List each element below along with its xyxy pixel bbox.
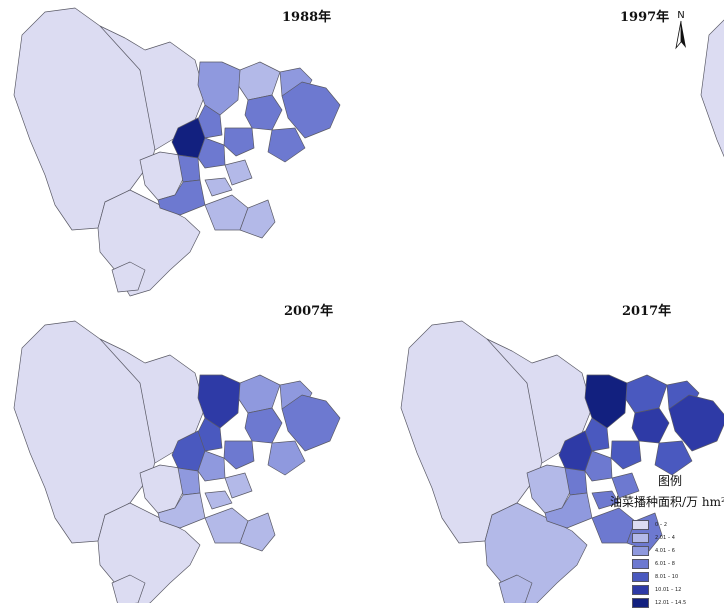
legend-swatch [632,584,649,595]
legend-item: 6.01 – 8 [632,557,720,570]
region-luzhou [239,199,276,239]
legend-swatch [632,532,649,543]
region-ziyang [197,450,226,482]
province-map-1988 [13,7,341,297]
region-panzhihua [111,574,146,603]
legend-item: 2.01 – 4 [632,531,720,544]
north-label: N [677,10,684,21]
legend-item: 4.01 – 6 [632,544,720,557]
north-arrow-icon: N [672,8,690,52]
province-map-2017 [400,320,724,603]
year-label-2017: 2017年 [622,304,672,319]
legend-item: 0 – 2 [632,518,720,531]
map-panel-2017 [362,301,724,603]
region-dazhou [668,394,724,452]
province-map-1997 [700,19,724,158]
legend-subtitle: 油菜播种面积/万 hm² [610,495,724,509]
region-zigong [591,490,620,510]
legend-swatch [632,558,649,569]
region-yaan [526,464,573,514]
legend-swatch [632,571,649,582]
region-panzhihua [498,574,533,603]
legend-label: 10.01 – 12 [655,586,682,593]
region-neijiang [224,159,253,186]
legend-swatch [632,519,649,530]
region-ziyang [584,450,613,482]
region-neijiang [611,472,640,499]
region-ganzi [13,7,161,231]
map-panel-1997 [362,0,724,301]
year-label-2007: 2007年 [284,304,334,319]
region-guangyuan [624,374,668,414]
region-zigong [204,490,233,510]
legend-label: 2.01 – 4 [655,534,675,541]
map-panel-1988 [0,0,362,301]
map-panel-2007 [0,301,362,603]
region-nanchong [244,407,283,444]
region-leshan [157,179,206,216]
legend-swatch [632,545,649,556]
region-dazhou [281,81,341,139]
legend-items: 0 – 2 2.01 – 4 4.01 – 6 6.01 – 8 8.01 – … [632,518,720,609]
region-guangyuan [237,61,281,101]
province-map-2007 [13,320,341,603]
region-neijiang [224,472,253,499]
region-leshan [157,492,206,529]
region-panzhihua [111,261,146,293]
region-leshan [544,492,593,529]
region-ganzi [400,320,548,544]
region-guangan [267,440,306,476]
region-ziyang [197,137,226,169]
region-ganzi [700,19,724,158]
region-yaan [139,464,186,514]
legend-item: 10.01 – 12 [632,583,720,596]
region-dazhou [281,394,341,452]
map-legend: 图例 油菜播种面积/万 hm² 0 – 2 2.01 – 4 4.01 – 6 … [610,472,724,609]
region-guangyuan [237,374,281,414]
region-luzhou [239,512,276,552]
region-mianyang [584,374,628,429]
region-nanchong [631,407,670,444]
legend-label: 4.01 – 6 [655,547,675,554]
region-guangan [267,127,306,163]
legend-label: 6.01 – 8 [655,560,675,567]
legend-title: 图例 [657,474,682,488]
legend-label: 8.01 – 10 [655,573,679,580]
region-suining [223,440,255,470]
region-yaan [139,151,186,201]
legend-label: 0 – 2 [655,521,668,528]
region-suining [223,127,255,157]
region-mianyang [197,374,241,429]
region-nanchong [244,94,283,131]
region-ganzi [13,320,161,544]
region-guangan [654,440,693,476]
region-zigong [204,177,233,197]
year-label-1997: 1997年 [620,10,670,25]
region-mianyang [197,61,241,116]
region-suining [610,440,642,470]
year-label-1988: 1988年 [282,10,332,25]
legend-item: 8.01 – 10 [632,570,720,583]
